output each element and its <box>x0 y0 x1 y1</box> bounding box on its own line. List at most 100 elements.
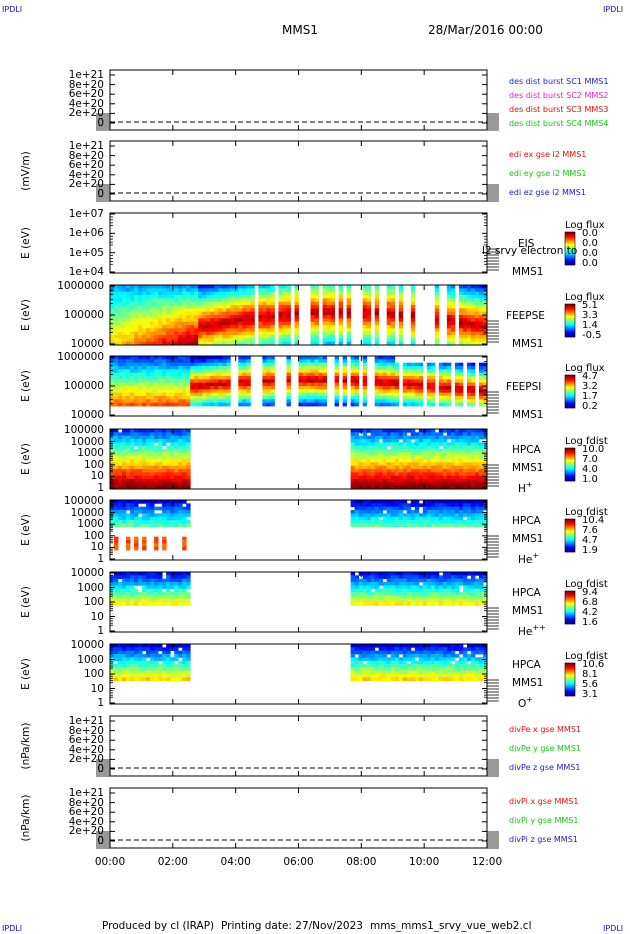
spectrogram-cell <box>446 366 452 370</box>
spectrogram-cell <box>122 462 127 467</box>
spectrogram-cell <box>322 285 327 289</box>
spectrogram-cell <box>186 442 191 447</box>
spectrogram-cell <box>202 335 207 339</box>
spectrogram-cell <box>478 392 484 397</box>
spectrogram-cell <box>122 379 127 384</box>
spectrogram-cell <box>174 582 179 586</box>
spectrogram-cell <box>446 459 452 463</box>
spectrogram-cell <box>414 445 420 450</box>
spectrogram-cell <box>370 435 376 440</box>
spectrogram-cell <box>330 318 335 323</box>
spectrogram-cell <box>154 588 159 593</box>
spectrogram-cell <box>238 362 243 367</box>
spectrogram-cell <box>410 572 416 576</box>
spectrogram-cell <box>462 503 468 508</box>
spectrogram-cell <box>178 435 183 440</box>
spectrogram-cell <box>302 396 307 400</box>
spectrogram-cell <box>314 372 319 377</box>
spectrogram-cell <box>222 311 227 316</box>
spectrogram-cell <box>118 389 123 394</box>
spectrogram-cell <box>178 513 183 518</box>
spectrogram-cell <box>454 435 460 440</box>
spectrogram-cell <box>386 295 392 299</box>
spectrogram-cell <box>158 386 163 390</box>
spectrogram-cell <box>134 578 139 583</box>
spectrogram-cell <box>478 472 484 477</box>
spectrogram-cell <box>390 475 396 480</box>
spectrogram-cell <box>362 291 368 296</box>
spectrogram-cell <box>442 578 448 583</box>
spectrogram-cell <box>166 445 171 450</box>
spectrogram-cell <box>266 399 271 404</box>
spectrogram-cell <box>322 318 327 323</box>
spectrogram-cell <box>458 321 464 326</box>
spectrogram-cell <box>118 435 123 440</box>
spectrogram-cell <box>110 298 115 303</box>
spectrogram-cell <box>202 386 207 390</box>
spectrogram-cell <box>234 321 239 326</box>
spectrogram-cell <box>470 429 476 433</box>
spectrogram-cell <box>450 308 456 313</box>
spectrogram-cell <box>366 439 372 443</box>
spectrogram-cell <box>138 389 143 394</box>
spectrogram-cell <box>142 644 147 648</box>
spectrogram-cell <box>378 592 384 596</box>
spectrogram-cell <box>170 575 175 580</box>
spectrogram-cell <box>166 328 171 333</box>
spectrogram-cell <box>234 341 239 346</box>
spectrogram-cell <box>454 516 460 521</box>
spectrogram-cell <box>466 523 472 528</box>
spectrogram-cell <box>382 572 388 576</box>
spectrogram-cell <box>194 386 199 390</box>
spectrogram-cell <box>478 321 484 326</box>
spectrogram-cell <box>454 429 460 433</box>
spectrogram-cell <box>230 338 235 343</box>
spectrogram-cell <box>398 321 404 326</box>
spectrogram-cell <box>354 396 360 400</box>
spectrogram-cell <box>142 482 147 487</box>
spectrogram-cell <box>362 598 368 603</box>
spectrogram-cell <box>446 475 452 480</box>
spectrogram-cell <box>174 462 179 467</box>
spectrogram-cell <box>138 475 143 480</box>
spectrogram-cell <box>370 513 376 518</box>
spectrogram-cell <box>138 449 143 453</box>
spectrogram-cell <box>190 288 195 293</box>
spectrogram-cell <box>446 510 452 514</box>
spectrogram-cell <box>178 369 183 374</box>
spectrogram-cell <box>398 479 404 483</box>
spectrogram-cell <box>446 469 452 473</box>
spectrogram-cell <box>138 469 143 473</box>
spectrogram-cell <box>314 382 319 387</box>
spectrogram-cell <box>118 465 123 470</box>
spectrogram-cell <box>390 288 396 293</box>
spectrogram-cell <box>302 362 307 367</box>
spectrogram-cell <box>286 335 291 339</box>
spectrogram-cell <box>158 475 163 480</box>
spectrogram-cell <box>142 435 147 440</box>
spectrogram-cell <box>262 291 267 296</box>
spectrogram-cell <box>130 578 135 583</box>
spectrogram-cell <box>218 325 223 329</box>
spectrogram-cell <box>166 311 171 316</box>
spectrogram-cell <box>198 338 203 343</box>
spectrogram-cell <box>178 588 183 593</box>
spectrogram-cell <box>138 308 143 313</box>
spectrogram-cell <box>354 585 360 590</box>
spectrogram-cell <box>270 386 275 390</box>
colorbar-step <box>565 321 575 323</box>
spectrogram-cell <box>114 362 119 367</box>
spectrogram-cell <box>162 321 167 326</box>
spectrogram-cell <box>390 582 396 586</box>
spectrogram-cell <box>154 325 159 329</box>
spectrogram-cell <box>314 338 319 343</box>
spectrogram-cell <box>138 305 143 309</box>
colorbar-step <box>565 248 575 250</box>
spectrogram-cell <box>114 335 119 339</box>
spectrogram-cell <box>186 459 191 463</box>
spectrogram-cell <box>182 362 187 367</box>
spectrogram-cell <box>450 575 456 580</box>
spectrogram-cell <box>198 331 203 336</box>
spectrogram-cell <box>466 396 472 400</box>
panel-8 <box>109 571 576 633</box>
